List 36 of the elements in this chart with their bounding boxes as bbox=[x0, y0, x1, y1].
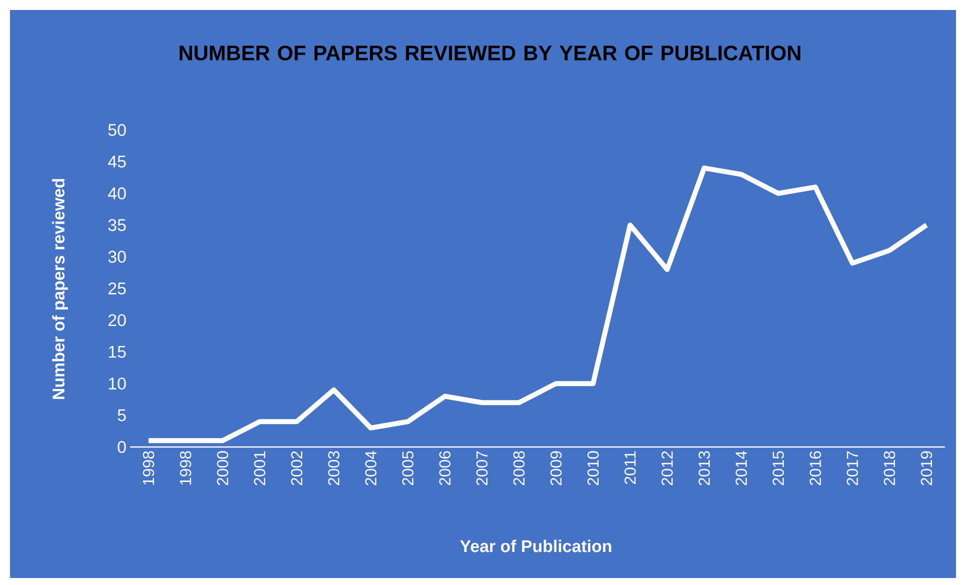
x-tick-label: 2011 bbox=[624, 451, 636, 484]
y-tick-label: 5 bbox=[118, 409, 126, 422]
y-tick-label: 50 bbox=[108, 124, 126, 136]
x-tick-label: 2014 bbox=[736, 450, 747, 486]
x-tick-label: 2012 bbox=[662, 451, 673, 486]
x-tick-label: 2019 bbox=[920, 451, 932, 486]
chart-title: NUMBER OF PAPERS REVIEWED BY YEAR OF PUBLICATION bbox=[180, 46, 800, 60]
y-tick-label: 45 bbox=[108, 156, 126, 168]
y-tick-label: 10 bbox=[108, 378, 126, 390]
x-tick-label: 2004 bbox=[365, 450, 376, 486]
x-tick-label: 2015 bbox=[772, 451, 784, 486]
y-tick-label: 35 bbox=[108, 219, 126, 232]
x-tick-label: 2005 bbox=[402, 451, 414, 486]
x-tick-label: 2009 bbox=[550, 451, 562, 486]
x-tick-label: 1998 bbox=[180, 451, 192, 485]
x-axis-title: Year of Publication bbox=[460, 540, 612, 552]
x-tick-label: 2010 bbox=[587, 451, 599, 486]
y-tick-label: 0 bbox=[118, 440, 126, 453]
y-axis-title: Number of papers reviewed bbox=[52, 179, 68, 399]
x-tick-label: 1998 bbox=[142, 451, 154, 485]
x-tick-label: 2007 bbox=[476, 451, 488, 486]
x-tick-label: 2001 bbox=[254, 451, 266, 486]
y-tick-label: 40 bbox=[108, 187, 126, 200]
y-tick-label: 20 bbox=[108, 314, 126, 326]
x-tick-label: 2016 bbox=[810, 451, 821, 486]
x-tick-label: 2006 bbox=[439, 451, 451, 486]
x-tick-label: 2017 bbox=[846, 451, 858, 486]
x-tick-label: 2018 bbox=[884, 451, 896, 486]
x-tick-label: 2003 bbox=[328, 451, 340, 486]
x-tick-label: 2008 bbox=[513, 451, 525, 486]
x-tick-label: 2000 bbox=[216, 451, 228, 486]
x-tick-label: 2013 bbox=[698, 451, 710, 486]
y-tick-label: 30 bbox=[108, 250, 126, 263]
y-tick-label: 25 bbox=[108, 282, 126, 294]
x-tick-label: 2002 bbox=[291, 451, 302, 486]
y-tick-label: 15 bbox=[108, 346, 126, 358]
